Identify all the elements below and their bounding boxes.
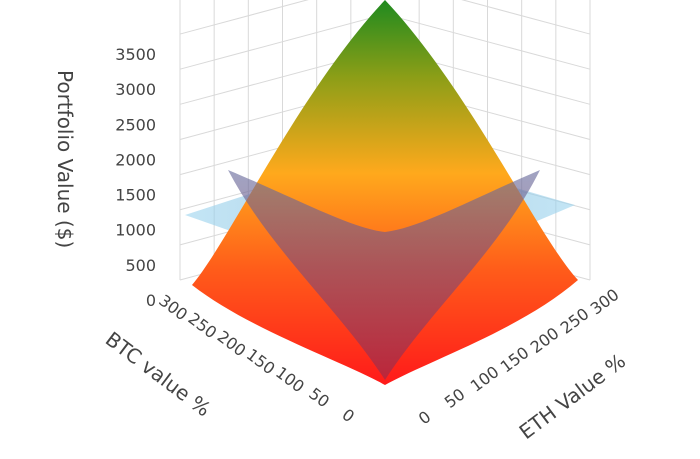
y-tick-label: 100	[467, 362, 503, 396]
x-tick-label: 150	[243, 345, 279, 379]
x-axis-title: BTC value %	[101, 327, 215, 421]
x-tick-label: 100	[272, 363, 308, 397]
z-tick-label: 500	[125, 256, 156, 275]
y-tick-label: 200	[527, 323, 563, 357]
y-tick-label: 300	[587, 285, 623, 319]
z-tick-label: 1000	[115, 221, 156, 240]
x-tick-label: 200	[214, 327, 250, 361]
z-tick-label: 2000	[115, 150, 156, 169]
y-tick-label: 50	[441, 385, 469, 412]
y-tick-label: 0	[415, 407, 435, 428]
z-axis-title: Portfolio Value ($)	[53, 70, 77, 248]
z-tick-label: 3000	[115, 80, 156, 99]
z-tick-label: 2500	[115, 115, 156, 134]
reference-plane-overlay	[228, 170, 540, 380]
x-tick-label: 250	[185, 309, 221, 343]
z-tick-label: 3500	[115, 45, 156, 64]
x-tick-label: 0	[339, 405, 359, 426]
x-tick-label: 300	[155, 291, 191, 325]
value-surface	[192, 0, 578, 385]
z-tick-label: 0	[146, 291, 156, 310]
z-tick-label: 1500	[115, 186, 156, 205]
y-tick-label: 250	[557, 304, 593, 338]
y-tick-label: 150	[497, 343, 533, 377]
z-axis-ticks: 0 500 1000 1500 2000 2500 3000 3500	[115, 45, 156, 310]
x-tick-label: 50	[305, 384, 333, 411]
y-axis-title: ETH Value %	[515, 349, 631, 444]
